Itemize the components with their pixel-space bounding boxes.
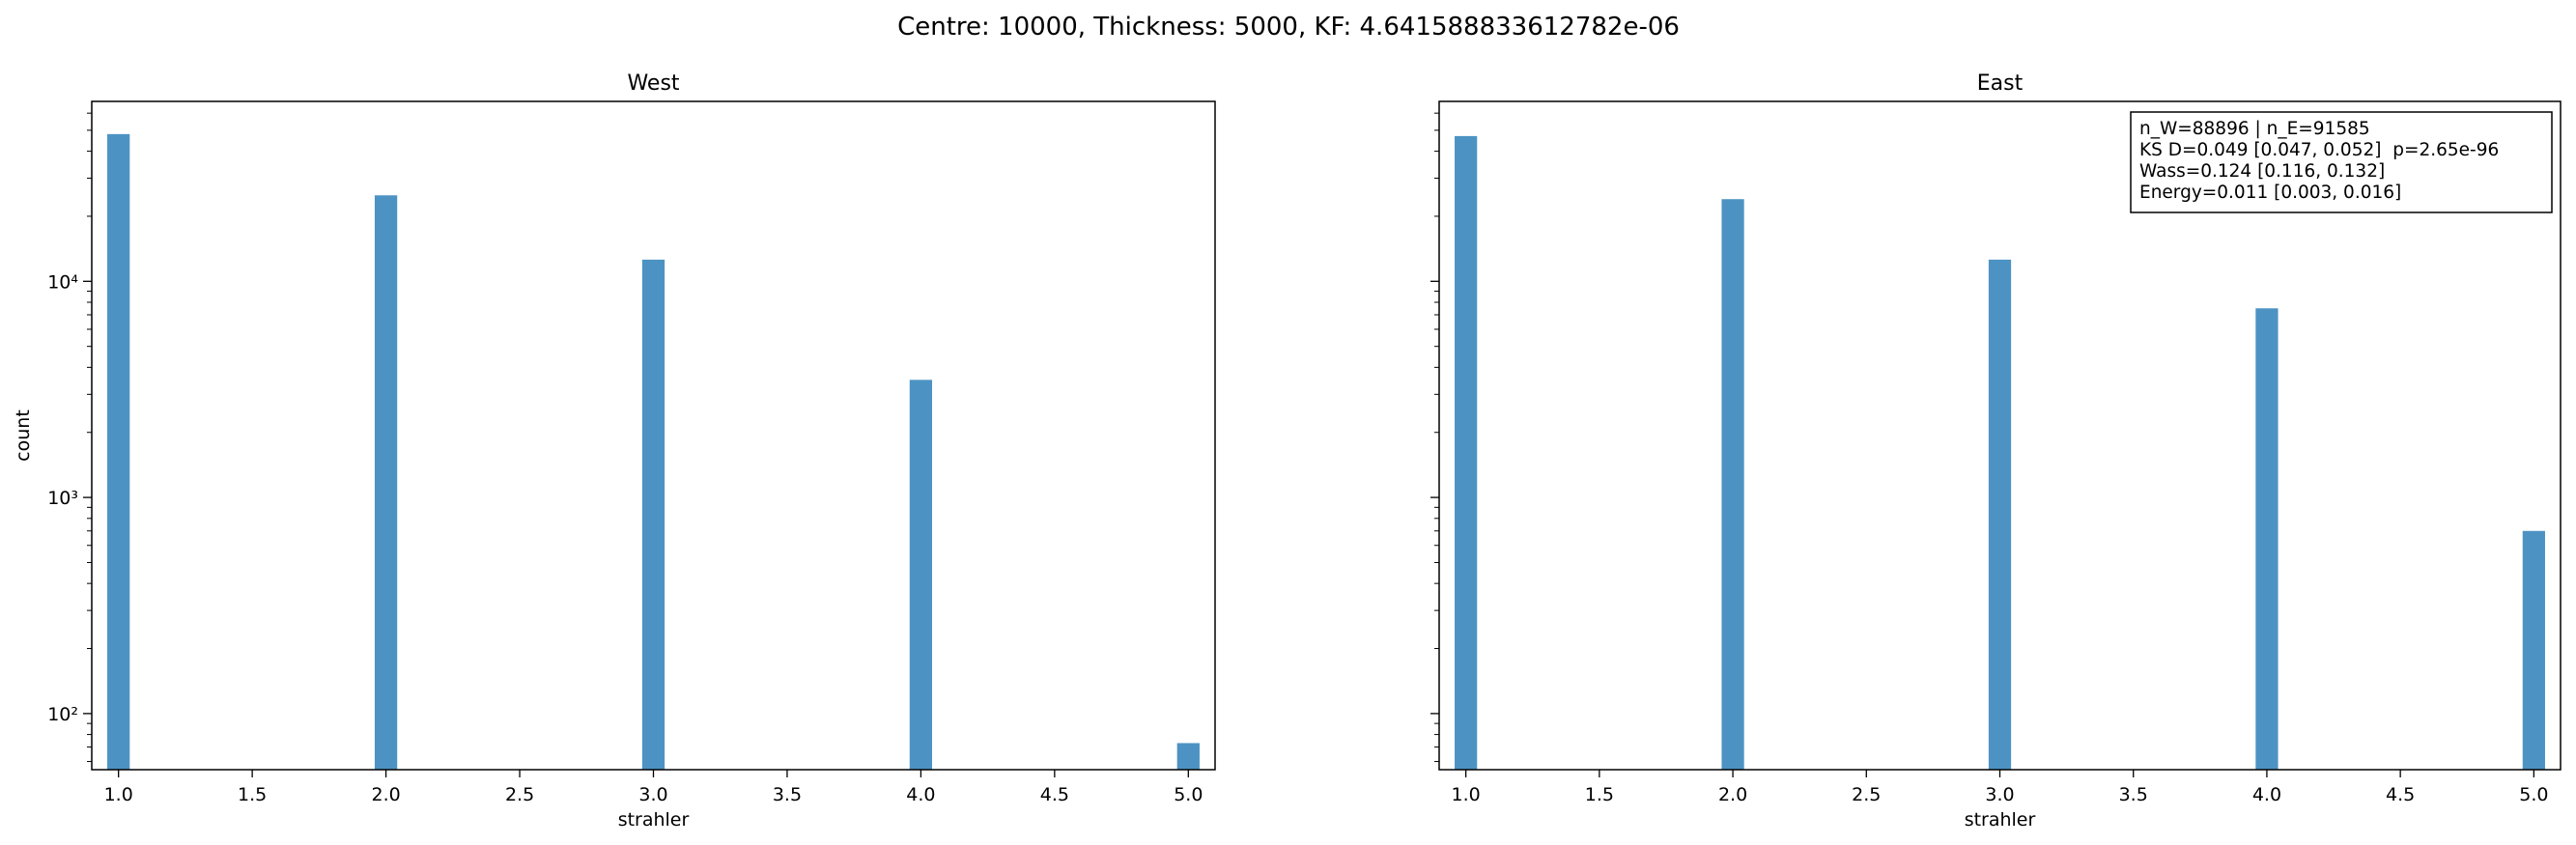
x-tick-label: 4.0 [2252,784,2281,805]
bar-strahler-1 [107,133,130,771]
x-tick-label: 5.0 [2519,784,2548,805]
x-tick-label: 3.5 [773,784,802,805]
panel-title: East [1977,71,2024,96]
stats-line: n_W=88896 | n_E=91585 [2139,119,2370,139]
x-tick-label: 5.0 [1174,784,1203,805]
x-tick-label: 1.0 [1452,784,1481,805]
west-panel: 1.0 1.5 2.0 2.5 3.0 3.5 4.0 4.5 5.0 10² 10³ 10⁴ West… [13,71,1216,831]
x-tick-label: 3.5 [2119,784,2148,805]
stats-box [2130,111,2553,213]
y-axis-label: count [13,409,34,462]
bar-strahler-2 [374,195,398,770]
bar-strahler-1 [1455,135,1478,770]
stats-line: KS D=0.049 [0.047, 0.052] p=2.65e-96 [2139,140,2499,160]
bar-strahler-3 [641,259,665,771]
x-axis-label: strahler [1965,809,2036,831]
y-tick-label: 10² [47,704,78,725]
y-tick-label: 10³ [47,488,78,509]
x-tick-label: 1.5 [1585,784,1614,805]
x-tick-label: 2.5 [1852,784,1881,805]
bar-strahler-5 [2522,530,2545,770]
y-tick-label: 10⁴ [47,271,78,293]
x-tick-label: 1.0 [104,784,133,805]
x-tick-label: 2.5 [505,784,534,805]
x-tick-label: 2.0 [1718,784,1747,805]
figure-suptitle: Centre: 10000, Thickness: 5000, KF: 4.64… [897,13,1680,42]
panel-title: West [627,71,679,96]
bar-strahler-2 [1721,199,1744,771]
bar-strahler-4 [909,380,933,770]
stats-line: Wass=0.124 [0.116, 0.132] [2139,161,2385,182]
east-panel: 1.0 1.5 2.0 2.5 3.0 3.5 4.0 4.5 5.0 East strahler n… [1430,71,2562,831]
x-tick-label: 4.0 [906,784,935,805]
x-tick-label: 4.5 [2386,784,2415,805]
x-tick-label: 3.0 [638,784,667,805]
x-tick-label: 3.0 [1985,784,2014,805]
bar-strahler-4 [2255,308,2279,770]
x-tick-label: 2.0 [371,784,400,805]
x-axis-label: strahler [618,809,690,831]
bar-strahler-3 [1988,259,2012,771]
x-tick-label: 1.5 [238,784,267,805]
stats-line: Energy=0.011 [0.003, 0.016] [2139,183,2401,203]
x-tick-label: 4.5 [1040,784,1069,805]
bar-strahler-5 [1176,743,1200,770]
